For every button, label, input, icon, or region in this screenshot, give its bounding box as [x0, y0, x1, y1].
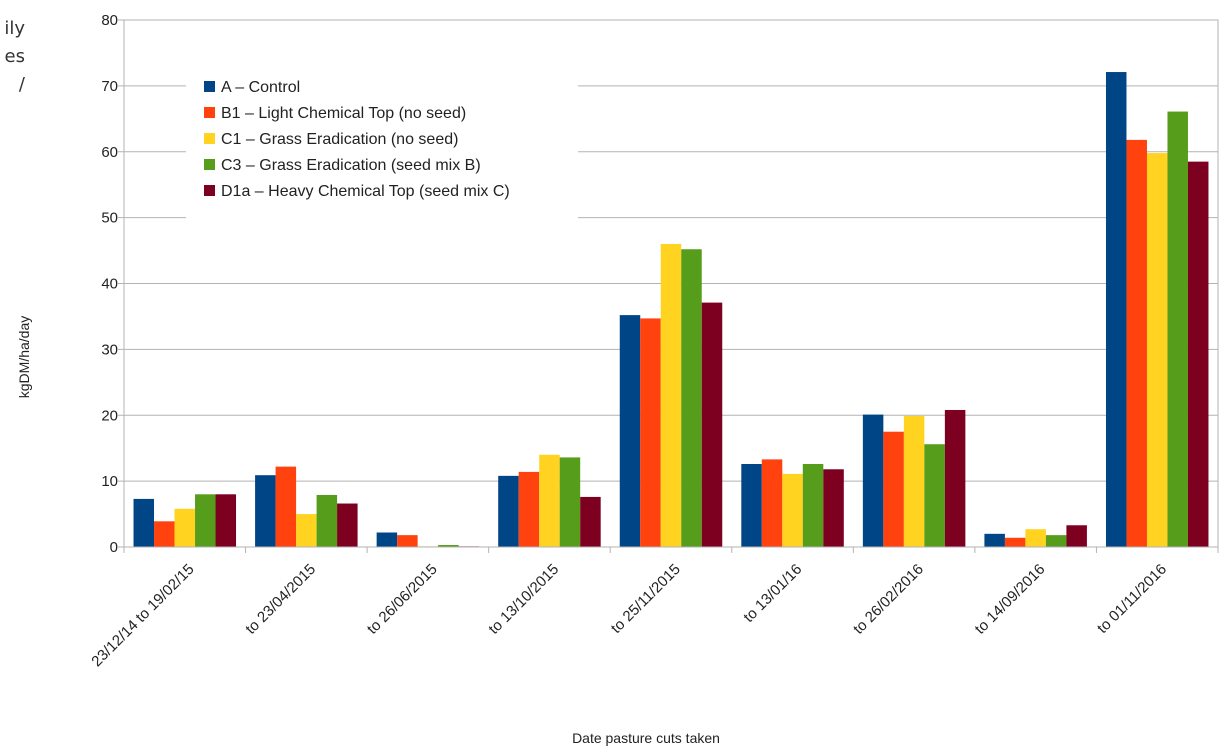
- bar: [883, 431, 904, 547]
- bar: [823, 469, 844, 547]
- y-axis-label: kgDM/ha/day: [16, 316, 32, 398]
- bar: [1066, 525, 1087, 547]
- bar: [1105, 72, 1127, 547]
- legend-label: D1a – Heavy Chemical Top (seed mix C): [221, 183, 510, 200]
- bar: [296, 514, 317, 547]
- bar: [1167, 111, 1188, 547]
- bar: [376, 532, 398, 547]
- x-axis-label: Date pasture cuts taken: [572, 730, 720, 746]
- bar: [660, 243, 682, 547]
- y-tick-label: 80: [101, 12, 118, 29]
- bar: [215, 494, 237, 547]
- bar: [518, 471, 540, 547]
- bar: [741, 463, 762, 547]
- bar: [154, 521, 175, 547]
- x-category-label: to 26/02/2016: [850, 561, 927, 638]
- legend-swatch: [204, 81, 215, 92]
- x-category-label: to 26/06/2015: [364, 561, 441, 638]
- bar: [1045, 535, 1067, 547]
- bar: [195, 494, 216, 547]
- bar: [802, 463, 824, 547]
- legend-label: A – Control: [221, 79, 300, 96]
- bar: [681, 249, 702, 547]
- x-category-label: to 25/11/2015: [608, 561, 684, 637]
- bar: [337, 503, 358, 547]
- bar: [701, 302, 723, 547]
- y-tick-label: 20: [101, 407, 118, 424]
- bar: [498, 475, 519, 547]
- bar: [174, 508, 196, 547]
- y-tick-label: 70: [101, 78, 118, 95]
- bar: [559, 457, 581, 547]
- legend-swatch: [204, 185, 215, 196]
- legend-swatch: [204, 133, 215, 144]
- x-category-label: 23/12/14 to 19/02/15: [88, 561, 197, 670]
- clipped-text-line-2: es: [4, 46, 25, 67]
- legend-swatch: [204, 159, 215, 170]
- y-tick-label: 10: [101, 473, 118, 490]
- bar: [619, 315, 641, 547]
- plot-area-border: [123, 19, 1219, 548]
- legend: A – Control B1 – Light Chemical Top (no s…: [186, 68, 578, 220]
- bar: [1126, 139, 1147, 547]
- legend-label: B1 – Light Chemical Top (no seed): [221, 105, 466, 122]
- bar: [275, 466, 297, 547]
- bar: [640, 318, 661, 547]
- x-axis-categories: 23/12/14 to 19/02/15 to 23/04/2015 to 26/0…: [88, 547, 1219, 670]
- bar: [1187, 161, 1209, 547]
- x-category-label: to 14/09/2016: [972, 561, 1049, 638]
- bar: [984, 533, 1005, 547]
- x-category-label: to 23/04/2015: [242, 561, 319, 638]
- y-tick-label: 50: [101, 210, 118, 227]
- legend-label: C3 – Grass Eradication (seed mix B): [221, 157, 481, 174]
- bar: [438, 545, 459, 547]
- bar: [903, 415, 925, 547]
- bar: [1004, 537, 1026, 547]
- x-category-label: to 13/01/16: [740, 561, 805, 626]
- y-tick-label: 40: [101, 276, 118, 293]
- x-category-label: to 01/11/2016: [1094, 561, 1170, 637]
- clipped-text-line-3: /: [18, 74, 25, 95]
- bar: [924, 444, 945, 547]
- legend-label: C1 – Grass Eradication (no seed): [221, 131, 458, 148]
- bar: [1025, 529, 1046, 547]
- y-axis-ticks: 0 10 20 30 40 50 60 70 80: [101, 12, 124, 556]
- x-category-label: to 13/10/2015: [485, 561, 562, 638]
- bar: [133, 498, 155, 547]
- bars: [133, 72, 1209, 547]
- bar: [255, 475, 276, 547]
- y-tick-label: 0: [110, 539, 118, 556]
- bar: [761, 459, 783, 547]
- y-tick-label: 60: [101, 144, 118, 161]
- clipped-side-text: ily es /: [0, 0, 29, 110]
- legend-box: [186, 68, 578, 220]
- bar: [316, 494, 338, 547]
- bar: [1146, 153, 1168, 547]
- plot-frame: [123, 19, 1219, 548]
- legend-swatch: [204, 107, 215, 118]
- bar: [397, 535, 418, 547]
- bar: [539, 454, 560, 547]
- clipped-text-line-1: ily: [4, 18, 25, 39]
- bar: [862, 414, 884, 547]
- bar: [782, 473, 803, 547]
- bar: [580, 496, 601, 547]
- y-tick-label: 30: [101, 341, 118, 358]
- bar: [944, 409, 966, 547]
